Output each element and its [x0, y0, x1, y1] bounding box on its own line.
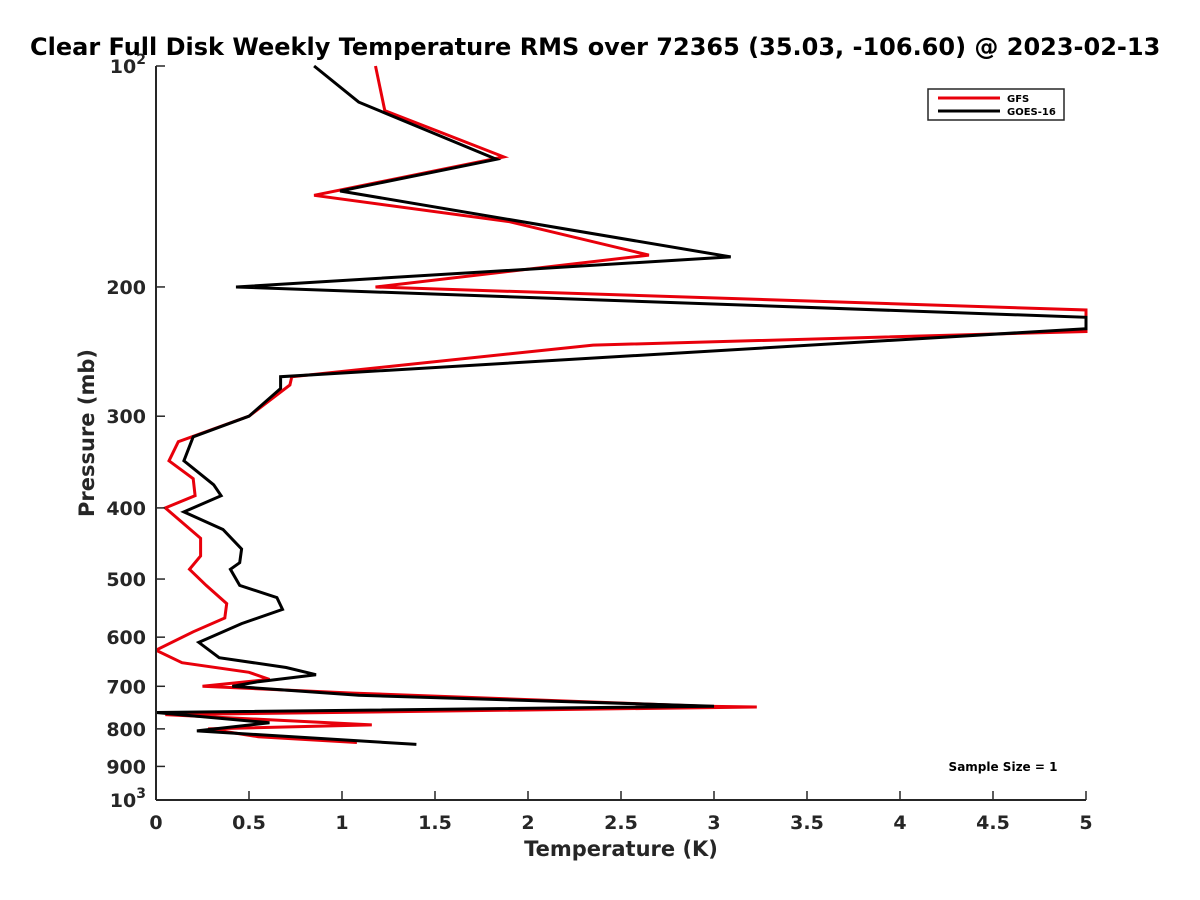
x-tick-label: 2: [521, 812, 534, 834]
x-tick-label: 0.5: [232, 812, 266, 834]
series-line-gfs: [156, 65, 1088, 744]
y-tick-label: 103: [110, 786, 146, 812]
y-tick-label: 800: [106, 719, 146, 741]
x-tick-label: 5: [1079, 812, 1092, 834]
x-tick-label: 3.5: [790, 812, 824, 834]
y-axis-label: Pressure (mb): [75, 349, 99, 517]
x-tick-label: 4.5: [976, 812, 1010, 834]
y-tick-label: 900: [106, 756, 146, 778]
x-tick-label: 3: [707, 812, 720, 834]
y-tick-label: 102: [110, 52, 146, 78]
plot-area: [156, 64, 1088, 746]
series-line-goes-16: [156, 64, 1088, 746]
legend-label-gfs: GFS: [1007, 94, 1029, 105]
x-tick-label: 1.5: [418, 812, 452, 834]
legend: GFS GOES-16: [927, 88, 1065, 121]
y-tick-label: 600: [106, 627, 146, 649]
x-ticks: 0 0.5 1 1.5 2 2.5 3 3.5 4 4.5 5: [149, 791, 1093, 834]
y-tick-label: 200: [106, 277, 146, 299]
legend-label-goes-16: GOES-16: [1007, 107, 1056, 118]
y-tick-label: 700: [106, 676, 146, 698]
chart-title: Clear Full Disk Weekly Temperature RMS o…: [30, 33, 1160, 61]
x-tick-label: 1: [335, 812, 348, 834]
y-ticks: 102 200 300 400 500 600 700 800 900 103: [106, 52, 165, 812]
x-axis-label: Temperature (K): [524, 837, 718, 861]
y-tick-label: 400: [106, 498, 146, 520]
legend-box: [927, 88, 1065, 121]
x-tick-label: 0: [149, 812, 162, 834]
x-tick-label: 2.5: [604, 812, 638, 834]
x-tick-label: 4: [893, 812, 906, 834]
y-tick-label: 300: [106, 406, 146, 428]
y-tick-label: 500: [106, 569, 146, 591]
sample-size-annotation: Sample Size = 1: [949, 760, 1058, 774]
